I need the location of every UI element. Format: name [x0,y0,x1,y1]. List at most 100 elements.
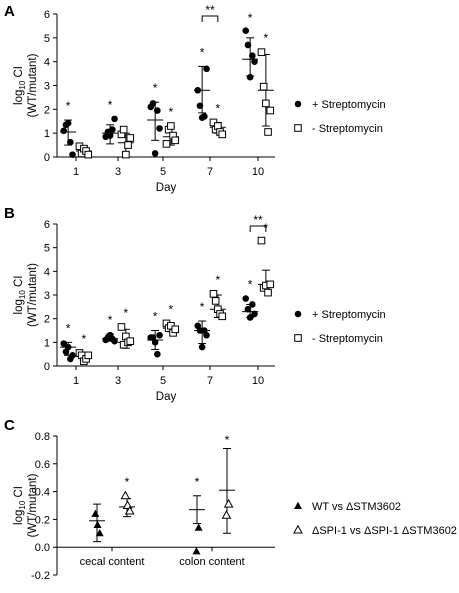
data-point [120,490,131,500]
significance-bracket [201,15,219,22]
data-point [249,301,256,308]
x-tick-label: 10 [252,375,264,387]
data-point [218,312,227,321]
data-point [221,510,232,519]
legend-marker [294,334,302,342]
x-tick-label: 10 [252,166,264,178]
data-point [209,290,218,298]
significance-star: * [66,321,71,335]
data-point [171,136,180,145]
panel-letter: A [4,3,15,20]
y-tick-label: 1 [44,337,50,349]
y-tick-label: 0 [44,361,50,373]
data-point [242,27,250,34]
y-tick-label: 2 [44,104,50,116]
x-tick-label: cecal content [80,556,145,568]
data-point [264,128,272,136]
legend-label: + Streptomycin [312,309,386,321]
legend-marker [294,100,302,108]
significance-bracket [249,225,267,232]
data-point [122,150,130,159]
data-point [91,509,100,517]
y-axis-title: log10 CI [13,276,27,315]
legend-label: + Streptomycin [312,99,386,111]
data-point [149,100,157,107]
significance-star: * [200,300,205,314]
data-point [251,58,258,65]
data-point [211,297,220,305]
significance-star: * [200,45,205,59]
y-tick-label: 0.0 [35,542,50,554]
data-point [109,126,116,133]
x-tick-label: 5 [160,166,166,178]
data-point [156,331,163,339]
data-point [194,86,202,94]
significance-star: * [216,101,221,115]
data-point [111,337,118,345]
y-tick-label: 0.6 [35,459,50,471]
data-point [167,122,175,130]
data-point [262,99,270,108]
significance-star: * [195,475,200,489]
y-tick-label: 6 [44,9,50,21]
y-tick-label: 5 [44,33,50,45]
data-point [264,288,272,297]
legend-label: - Streptomycin [312,123,383,135]
x-axis-title: Day [156,182,177,194]
y-tick-label: 3 [44,290,50,302]
data-point [266,280,275,289]
y-tick-label: 0.2 [35,514,50,526]
significance-star: * [153,310,158,324]
y-tick-label: 0.8 [35,431,50,443]
data-point [244,305,252,313]
significance-star: * [248,11,253,25]
y-tick-label: 4 [44,57,50,69]
significance-star: * [82,332,87,346]
x-axis-title: Day [156,391,177,403]
data-point [67,138,74,146]
x-tick-label: 1 [73,375,79,387]
legend-label: WT vs ΔSTM3602 [312,501,401,513]
significance-star: * [225,433,230,447]
significance-star: * [125,475,130,489]
data-point [257,48,266,56]
significance-star: * [248,278,253,292]
x-tick-label: colon content [179,556,244,568]
significance-star: * [153,81,158,95]
legend-label: ΔSPI-1 vs ΔSPI-1 ΔSTM3602 [312,525,457,537]
panel-C: C -0.2 0.0 0.2 0.4 0.6 0.8 log10 CI (WT/mutant) c… [4,417,457,582]
data-point [84,150,93,159]
data-point [257,236,266,245]
data-point [203,65,210,73]
data-point [162,140,171,148]
significance-star: * [66,99,71,113]
y-tick-label: 4 [44,266,50,278]
bracket-label: ** [205,3,215,17]
y-tick-label: 1 [44,128,50,140]
data-point [223,498,234,508]
data-point [198,343,206,351]
data-point [251,310,258,318]
x-tick-label: 3 [115,166,121,178]
data-point [194,523,203,531]
data-point [154,350,161,358]
data-point [192,547,201,555]
x-tick-label: 1 [73,166,79,178]
y-axis-subtitle: (WT/mutant) [27,263,39,327]
data-point [64,343,72,351]
data-point [218,130,227,139]
y-tick-label: 3 [44,81,50,93]
data-point [60,340,68,347]
data-point [171,325,180,334]
data-point [196,102,204,110]
x-tick-label: 7 [207,375,213,387]
data-point [151,339,159,346]
data-point [126,134,135,142]
data-point [119,125,128,134]
data-point [246,314,254,321]
data-point [106,132,114,139]
panel-letter: C [4,417,15,434]
